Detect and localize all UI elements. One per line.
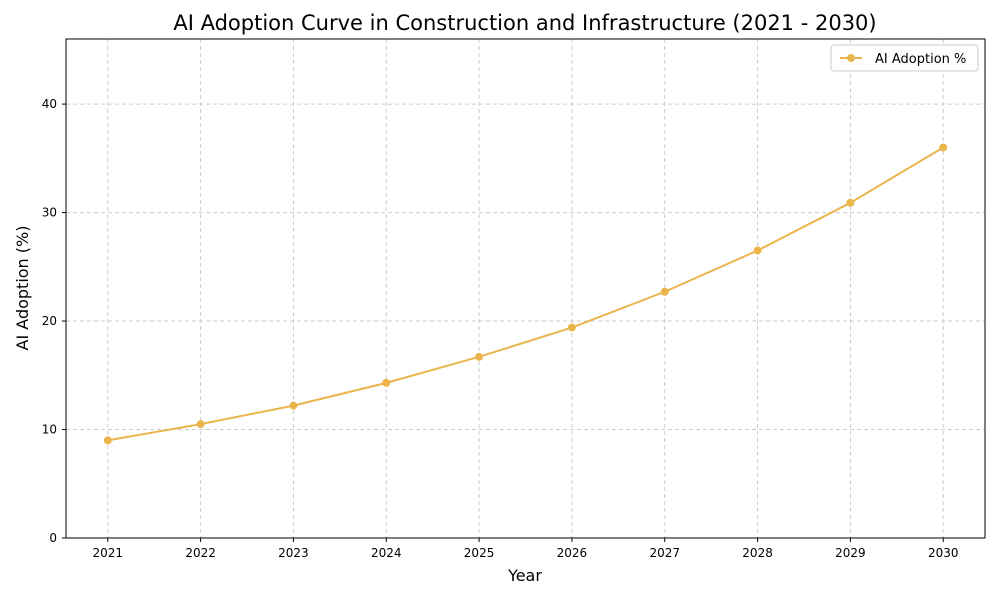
y-tick-label: 20 (42, 314, 57, 328)
y-axis-ticks: 0 10 20 30 40 (42, 97, 66, 545)
plot-area-frame (65, 38, 986, 539)
data-point (103, 436, 112, 445)
y-tick-label: 40 (42, 97, 57, 111)
x-tick-label: 2021 (92, 546, 123, 560)
grid-lines (66, 39, 985, 539)
data-point (382, 378, 391, 387)
x-tick-label: 2023 (278, 546, 309, 560)
legend-marker-swatch (847, 54, 855, 62)
data-point (753, 246, 762, 255)
x-tick-label: 2022 (185, 546, 216, 560)
data-point (196, 420, 205, 429)
x-tick-label: 2024 (371, 546, 402, 560)
series-layer (103, 143, 948, 445)
legend: AI Adoption % (830, 44, 979, 72)
data-point (846, 198, 855, 207)
x-tick-label: 2030 (928, 546, 959, 560)
data-point (475, 352, 484, 361)
y-tick-label: 10 (42, 423, 57, 437)
y-axis-title: AI Adoption (%) (13, 226, 32, 351)
x-tick-label: 2029 (835, 546, 866, 560)
x-axis-ticks: 2021 2022 2023 2024 2025 2026 2027 2028 2029 2030 (92, 538, 959, 560)
x-tick-label: 2026 (557, 546, 588, 560)
chart-title: AI Adoption Curve in Construction and In… (173, 11, 876, 35)
x-tick-label: 2028 (742, 546, 773, 560)
data-point (567, 323, 576, 332)
data-point (660, 287, 669, 296)
data-point (289, 401, 298, 410)
series-line (107, 146, 944, 442)
legend-label: AI Adoption % (875, 52, 966, 67)
x-tick-label: 2027 (649, 546, 680, 560)
x-axis-title: Year (507, 566, 542, 585)
y-tick-label: 30 (42, 206, 57, 220)
x-tick-label: 2025 (464, 546, 495, 560)
y-tick-label: 0 (49, 531, 57, 545)
data-point (939, 143, 948, 152)
legend-box (830, 44, 979, 72)
